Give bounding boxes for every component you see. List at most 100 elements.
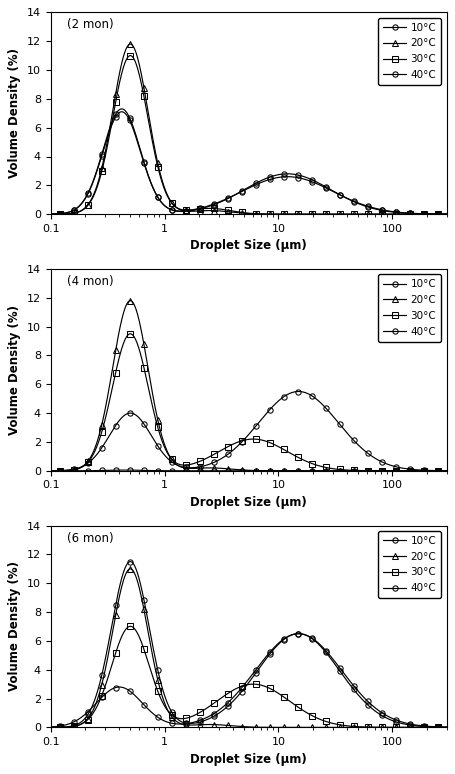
20°C	[289, 466, 294, 475]
10°C	[48, 466, 54, 475]
10°C	[119, 104, 124, 114]
40°C	[389, 714, 395, 723]
10°C	[444, 723, 450, 732]
40°C	[72, 717, 78, 726]
20°C	[278, 466, 284, 475]
30°C	[48, 723, 54, 732]
Text: (4 mon): (4 mon)	[66, 275, 113, 288]
30°C	[444, 210, 450, 219]
30°C	[278, 210, 284, 219]
40°C	[296, 629, 301, 639]
30°C	[389, 723, 395, 732]
10°C	[289, 630, 294, 639]
10°C	[389, 207, 395, 217]
30°C	[278, 690, 284, 700]
Legend: 10°C, 20°C, 30°C, 40°C: 10°C, 20°C, 30°C, 40°C	[378, 531, 441, 598]
20°C	[48, 466, 54, 475]
40°C	[289, 466, 294, 475]
20°C	[301, 466, 306, 475]
30°C	[349, 721, 354, 731]
30°C	[289, 210, 294, 219]
30°C	[349, 466, 354, 475]
20°C	[389, 210, 395, 219]
Text: (6 mon): (6 mon)	[66, 532, 113, 545]
40°C	[72, 466, 78, 475]
40°C	[444, 210, 450, 219]
Line: 30°C: 30°C	[48, 624, 449, 730]
40°C	[389, 207, 395, 216]
10°C	[278, 637, 284, 646]
Line: 10°C: 10°C	[48, 106, 449, 217]
40°C	[48, 722, 54, 731]
Legend: 10°C, 20°C, 30°C, 40°C: 10°C, 20°C, 30°C, 40°C	[378, 274, 441, 342]
10°C	[288, 389, 294, 398]
20°C	[72, 721, 78, 731]
40°C	[278, 173, 284, 182]
40°C	[48, 466, 54, 475]
10°C	[48, 210, 54, 219]
40°C	[444, 466, 450, 475]
10°C	[72, 464, 78, 474]
20°C	[48, 210, 54, 219]
30°C	[278, 444, 284, 453]
30°C	[289, 449, 294, 458]
20°C	[289, 723, 294, 732]
40°C	[444, 722, 450, 731]
30°C	[72, 208, 78, 217]
Line: 40°C: 40°C	[48, 109, 449, 217]
40°C	[278, 637, 283, 646]
10°C	[301, 388, 306, 397]
30°C	[72, 465, 78, 474]
20°C	[128, 296, 133, 305]
10°C	[48, 723, 54, 732]
40°C	[48, 210, 54, 219]
40°C	[349, 466, 354, 475]
Y-axis label: Volume Density (%): Volume Density (%)	[8, 48, 21, 178]
X-axis label: Droplet Size (μm): Droplet Size (μm)	[190, 239, 307, 252]
20°C	[48, 723, 54, 732]
40°C	[289, 172, 294, 181]
Y-axis label: Volume Density (%): Volume Density (%)	[8, 305, 21, 435]
40°C	[119, 107, 124, 116]
40°C	[278, 466, 284, 475]
Line: 20°C: 20°C	[48, 298, 449, 474]
30°C	[128, 622, 133, 631]
40°C	[301, 629, 306, 639]
40°C	[349, 196, 354, 205]
10°C	[444, 210, 450, 219]
40°C	[301, 466, 306, 475]
20°C	[72, 465, 78, 474]
30°C	[389, 466, 395, 475]
20°C	[444, 723, 450, 732]
10°C	[289, 170, 294, 179]
20°C	[301, 210, 306, 219]
30°C	[48, 210, 54, 219]
10°C	[72, 204, 78, 214]
40°C	[72, 205, 78, 214]
Line: 40°C: 40°C	[48, 631, 449, 730]
30°C	[444, 466, 450, 475]
30°C	[301, 455, 306, 464]
30°C	[301, 210, 306, 219]
Line: 10°C: 10°C	[48, 389, 449, 474]
30°C	[128, 51, 133, 60]
10°C	[301, 630, 306, 639]
40°C	[122, 465, 128, 474]
30°C	[301, 706, 306, 715]
10°C	[349, 433, 354, 443]
Line: 10°C: 10°C	[48, 559, 449, 730]
X-axis label: Droplet Size (μm): Droplet Size (μm)	[190, 752, 307, 765]
10°C	[296, 387, 301, 396]
30°C	[48, 466, 54, 475]
Line: 30°C: 30°C	[48, 53, 449, 217]
10°C	[278, 395, 283, 404]
20°C	[289, 210, 294, 219]
20°C	[128, 564, 133, 574]
30°C	[389, 210, 395, 219]
40°C	[349, 679, 354, 688]
10°C	[301, 172, 306, 181]
30°C	[349, 210, 354, 219]
20°C	[278, 210, 284, 219]
Line: 20°C: 20°C	[48, 42, 449, 217]
10°C	[128, 557, 133, 567]
